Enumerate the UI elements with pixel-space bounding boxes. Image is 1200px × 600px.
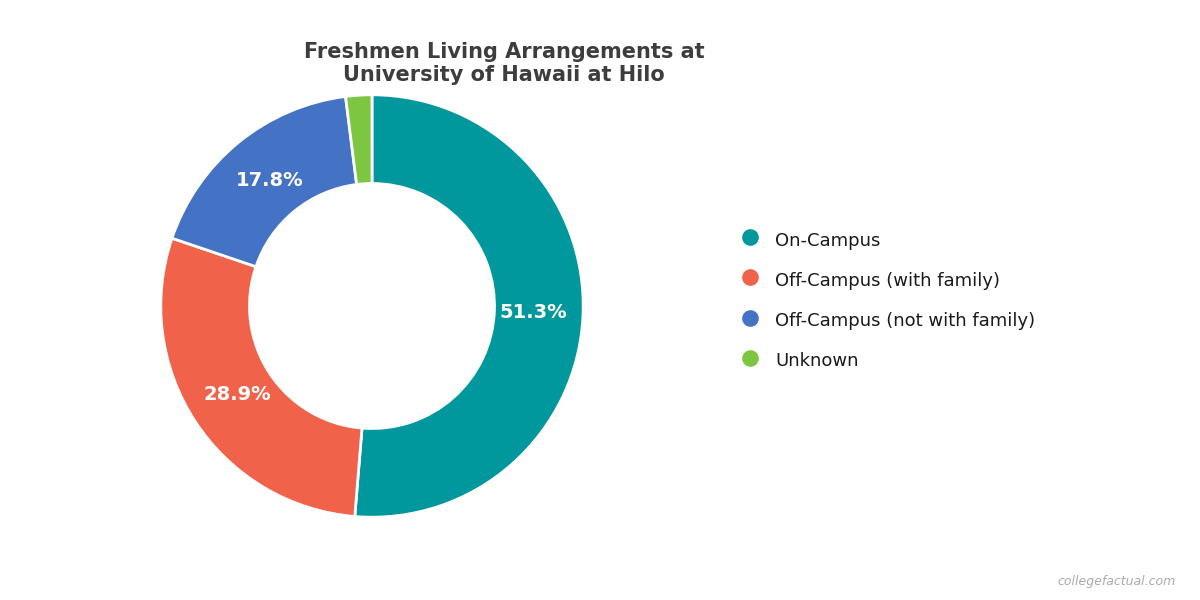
Wedge shape bbox=[346, 95, 372, 184]
Text: Freshmen Living Arrangements at
University of Hawaii at Hilo: Freshmen Living Arrangements at Universi… bbox=[304, 42, 704, 85]
Text: collegefactual.com: collegefactual.com bbox=[1057, 575, 1176, 588]
Text: 28.9%: 28.9% bbox=[203, 385, 271, 404]
Text: 51.3%: 51.3% bbox=[499, 303, 568, 322]
Text: 17.8%: 17.8% bbox=[236, 172, 304, 190]
Wedge shape bbox=[172, 97, 356, 266]
Legend: On-Campus, Off-Campus (with family), Off-Campus (not with family), Unknown: On-Campus, Off-Campus (with family), Off… bbox=[731, 220, 1044, 380]
Wedge shape bbox=[355, 95, 583, 517]
Wedge shape bbox=[161, 238, 362, 517]
